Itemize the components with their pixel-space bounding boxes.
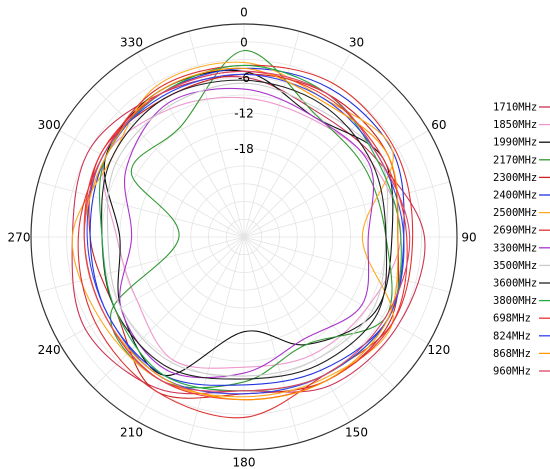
legend-label: 824MHz	[493, 330, 531, 342]
legend: 1710MHz 1850MHz 1990MHz 2170MHz 2300MHz 2400M…	[493, 102, 550, 378]
angle-tick-label: 150	[345, 425, 368, 439]
grid-spoke	[188, 236, 245, 443]
grid-spoke	[188, 31, 245, 238]
legend-label: 1850MHz	[493, 119, 537, 131]
series-layer	[71, 50, 426, 419]
grid-layer	[30, 23, 458, 451]
grid-spoke	[243, 236, 351, 422]
legend-item: 960MHz	[493, 366, 550, 378]
radial-tick-label: 0	[240, 35, 248, 49]
legend-label: 3500MHz	[493, 260, 537, 272]
series-line-960mhz	[83, 70, 411, 392]
grid-spoke	[243, 236, 450, 293]
angle-tick-label: 270	[8, 231, 31, 245]
grid-spoke	[93, 86, 245, 238]
legend-item: 824MHz	[493, 330, 550, 342]
legend-item: 1710MHz	[493, 102, 550, 114]
legend-item: 3800MHz	[493, 295, 550, 307]
legend-label: 868MHz	[493, 348, 531, 360]
grid-spoke	[38, 236, 245, 293]
grid-spoke	[243, 181, 450, 238]
angle-tick-label: 240	[38, 343, 61, 357]
grid-spoke	[243, 31, 300, 238]
legend-label: 698MHz	[493, 313, 531, 325]
angle-tick-label: 330	[120, 36, 143, 50]
legend-label: 960MHz	[493, 366, 531, 378]
angle-tick-label: 210	[120, 425, 143, 439]
series-line-3300mhz	[119, 87, 375, 379]
legend-item: 2300MHz	[493, 172, 550, 184]
legend-label: 2400MHz	[493, 190, 537, 202]
angle-tick-label: 90	[461, 231, 476, 245]
polar-outer-border	[30, 23, 458, 451]
grid-spoke	[137, 52, 245, 238]
legend-item: 868MHz	[493, 348, 550, 360]
legend-label: 3800MHz	[493, 295, 537, 307]
radial-tick-label: -18	[234, 142, 254, 156]
legend-item: 2690MHz	[493, 225, 550, 237]
legend-item: 1990MHz	[493, 137, 550, 149]
legend-label: 2300MHz	[493, 172, 537, 184]
legend-label: 1990MHz	[493, 137, 537, 149]
label-layer: 0 30 60 90 120 150 180 210 240 270 300 330 0 -6 -12 -18	[8, 6, 477, 469]
grid-spoke	[38, 181, 245, 238]
legend-item: 2400MHz	[493, 190, 550, 202]
grid-spoke	[243, 236, 395, 388]
legend-label: 1710MHz	[493, 102, 537, 114]
legend-item: 3500MHz	[493, 260, 550, 272]
legend-label: 2170MHz	[493, 154, 537, 166]
legend-item: 1850MHz	[493, 119, 550, 131]
legend-item: 2170MHz	[493, 154, 550, 166]
grid-spoke	[243, 236, 300, 443]
legend-label: 3300MHz	[493, 242, 537, 254]
series-line-868mhz	[83, 67, 399, 401]
grid-spoke	[93, 236, 245, 388]
radial-tick-label: -6	[238, 71, 250, 85]
angle-tick-label: 120	[427, 343, 450, 357]
grid-spoke	[243, 130, 429, 238]
angle-tick-label: 180	[233, 456, 256, 469]
angle-tick-label: 60	[431, 118, 446, 132]
angle-tick-label: 30	[349, 36, 364, 50]
angle-tick-label: 0	[240, 6, 248, 20]
radial-tick-label: -12	[234, 106, 254, 120]
legend-label: 2500MHz	[493, 207, 537, 219]
grid-spoke	[243, 86, 395, 238]
series-line-2170mhz	[110, 50, 393, 389]
legend-item: 3300MHz	[493, 242, 550, 254]
series-line-3600mhz	[101, 79, 388, 380]
angle-tick-label: 300	[38, 118, 61, 132]
legend-item: 3600MHz	[493, 278, 550, 290]
legend-label: 2690MHz	[493, 225, 537, 237]
legend-item: 698MHz	[493, 313, 550, 325]
grid-spoke	[243, 236, 429, 344]
legend-item: 2500MHz	[493, 207, 550, 219]
series-line-2500mhz	[71, 61, 394, 398]
grid-spoke	[59, 236, 245, 344]
legend-label: 3600MHz	[493, 278, 537, 290]
